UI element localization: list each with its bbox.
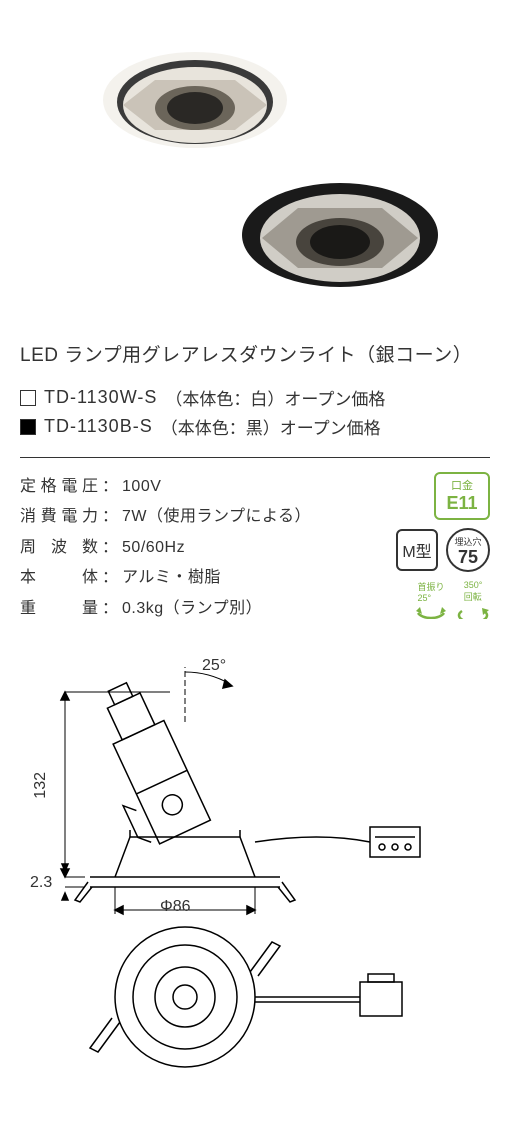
dim-flange: 2.3 <box>30 874 52 892</box>
spec-value: 100V <box>122 472 161 502</box>
model-code: TD-1130W-S <box>44 387 157 408</box>
spec-value: 7W（使用ランプによる） <box>122 502 311 532</box>
dim-angle: 25° <box>202 657 226 675</box>
model-desc: （本体色：黒）オープン価格 <box>161 414 381 439</box>
product-images <box>20 10 490 320</box>
model-desc: （本体色：白）オープン価格 <box>165 385 385 410</box>
badges: 口金 E11 M型 埋込穴 75 首振り25° 350°回転 <box>396 472 490 619</box>
technical-diagram: 25° 132 2.3 Φ86 <box>20 642 490 1082</box>
spec-label: 消費電力 <box>20 502 98 532</box>
badge-hole: 埋込穴 75 <box>446 528 490 572</box>
spec-row: 本 体 ： アルミ・樹脂 <box>20 563 384 593</box>
spec-row: 定格電圧 ： 100V <box>20 472 384 502</box>
spec-label: 定格電圧 <box>20 472 98 502</box>
spec-value: 50/60Hz <box>122 533 185 563</box>
spec-label: 重 量 <box>20 594 98 624</box>
spec-value: 0.3kg（ランプ別） <box>122 594 262 624</box>
product-title: LED ランプ用グレアレスダウンライト（銀コーン） <box>20 340 490 367</box>
model-list: TD-1130W-S （本体色：白）オープン価格 TD-1130B-S （本体色… <box>20 385 490 439</box>
swatch-white <box>20 390 36 406</box>
model-row-white: TD-1130W-S （本体色：白）オープン価格 <box>20 385 490 410</box>
dim-diameter: Φ86 <box>160 898 191 916</box>
spec-value: アルミ・樹脂 <box>122 563 221 593</box>
badge-mtype: M型 <box>396 529 438 571</box>
separator <box>20 457 490 458</box>
badge-socket: 口金 E11 <box>434 472 490 520</box>
tilt-icon: 首振り25° <box>414 580 448 619</box>
rotate-icon: 350°回転 <box>456 580 490 619</box>
spec-label: 周波数 <box>20 533 98 563</box>
model-row-black: TD-1130B-S （本体色：黒）オープン価格 <box>20 414 490 439</box>
product-image-white <box>100 40 290 160</box>
specs-table: 定格電圧 ： 100V 消費電力 ： 7W（使用ランプによる） 周波数 ： 50… <box>20 472 384 624</box>
product-image-black <box>240 170 440 300</box>
spec-label: 本 体 <box>20 563 98 593</box>
dim-height: 132 <box>32 772 50 799</box>
spec-row: 重 量 ： 0.3kg（ランプ別） <box>20 594 384 624</box>
swatch-black <box>20 419 36 435</box>
spec-row: 消費電力 ： 7W（使用ランプによる） <box>20 502 384 532</box>
specs-area: 定格電圧 ： 100V 消費電力 ： 7W（使用ランプによる） 周波数 ： 50… <box>20 472 490 624</box>
model-code: TD-1130B-S <box>44 416 153 437</box>
spec-row: 周波数 ： 50/60Hz <box>20 533 384 563</box>
